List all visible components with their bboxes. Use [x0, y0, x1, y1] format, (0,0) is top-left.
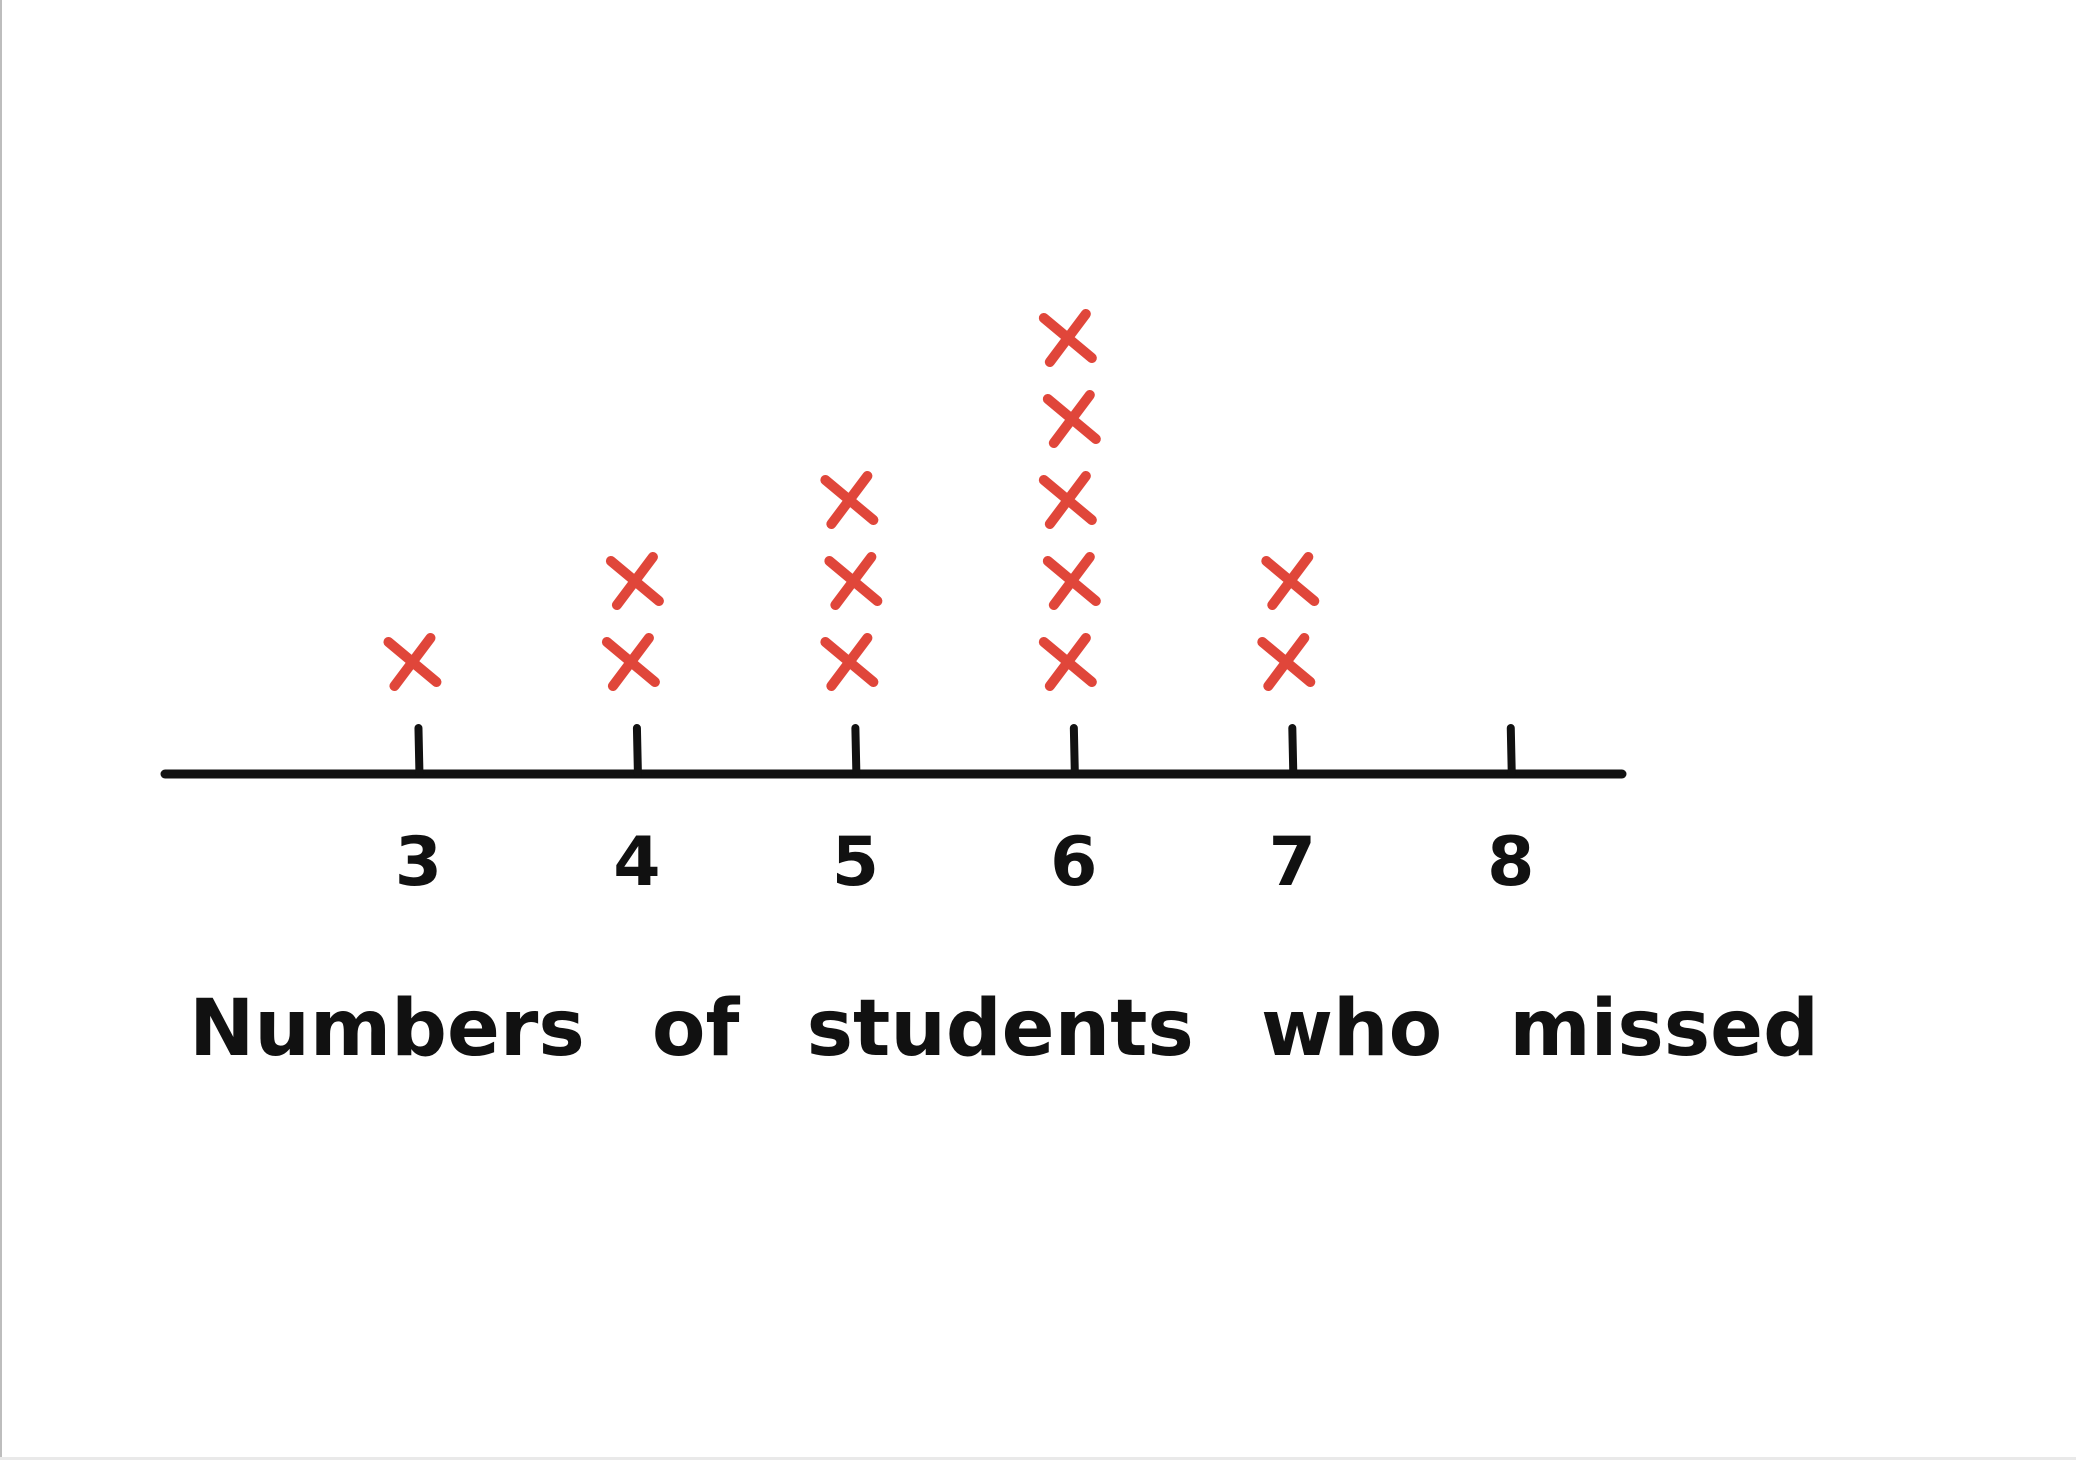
tick-label-6: 6: [1050, 823, 1097, 902]
tick-mark-6: [1069, 724, 1079, 778]
data-marks: [383, 309, 1320, 691]
data-mark-7-2: [1261, 552, 1320, 610]
tick-mark-5: [851, 724, 861, 778]
tick-label-7: 7: [1269, 823, 1316, 902]
x-axis-title: Numbers of students who missed: [189, 984, 1819, 1074]
data-mark-6-5: [1038, 309, 1097, 367]
data-mark-4-1: [601, 633, 660, 691]
data-mark-7-1: [1257, 633, 1316, 691]
data-mark-6-2: [1042, 552, 1101, 610]
tick-label-5: 5: [832, 823, 879, 902]
tick-label-4: 4: [613, 823, 660, 902]
tick-mark-4: [632, 724, 642, 778]
tick-mark-7: [1288, 724, 1298, 778]
page-bottom-border: [0, 1457, 2076, 1460]
data-mark-4-2: [605, 552, 664, 610]
tick-label-3: 3: [395, 823, 442, 902]
data-mark-6-4: [1042, 390, 1101, 448]
tick-mark-3: [414, 724, 424, 778]
data-mark-6-1: [1038, 633, 1097, 691]
data-mark-3-1: [383, 633, 442, 691]
tick-marks: [414, 724, 1516, 778]
page-left-border: [0, 0, 2, 1460]
data-mark-5-3: [820, 471, 879, 529]
data-mark-5-2: [824, 552, 883, 610]
tick-label-8: 8: [1487, 823, 1534, 902]
data-mark-6-3: [1038, 471, 1097, 529]
tick-labels: 3 4 5 6 7 8: [395, 823, 1535, 902]
data-mark-5-1: [820, 633, 879, 691]
tick-mark-8: [1506, 724, 1516, 778]
